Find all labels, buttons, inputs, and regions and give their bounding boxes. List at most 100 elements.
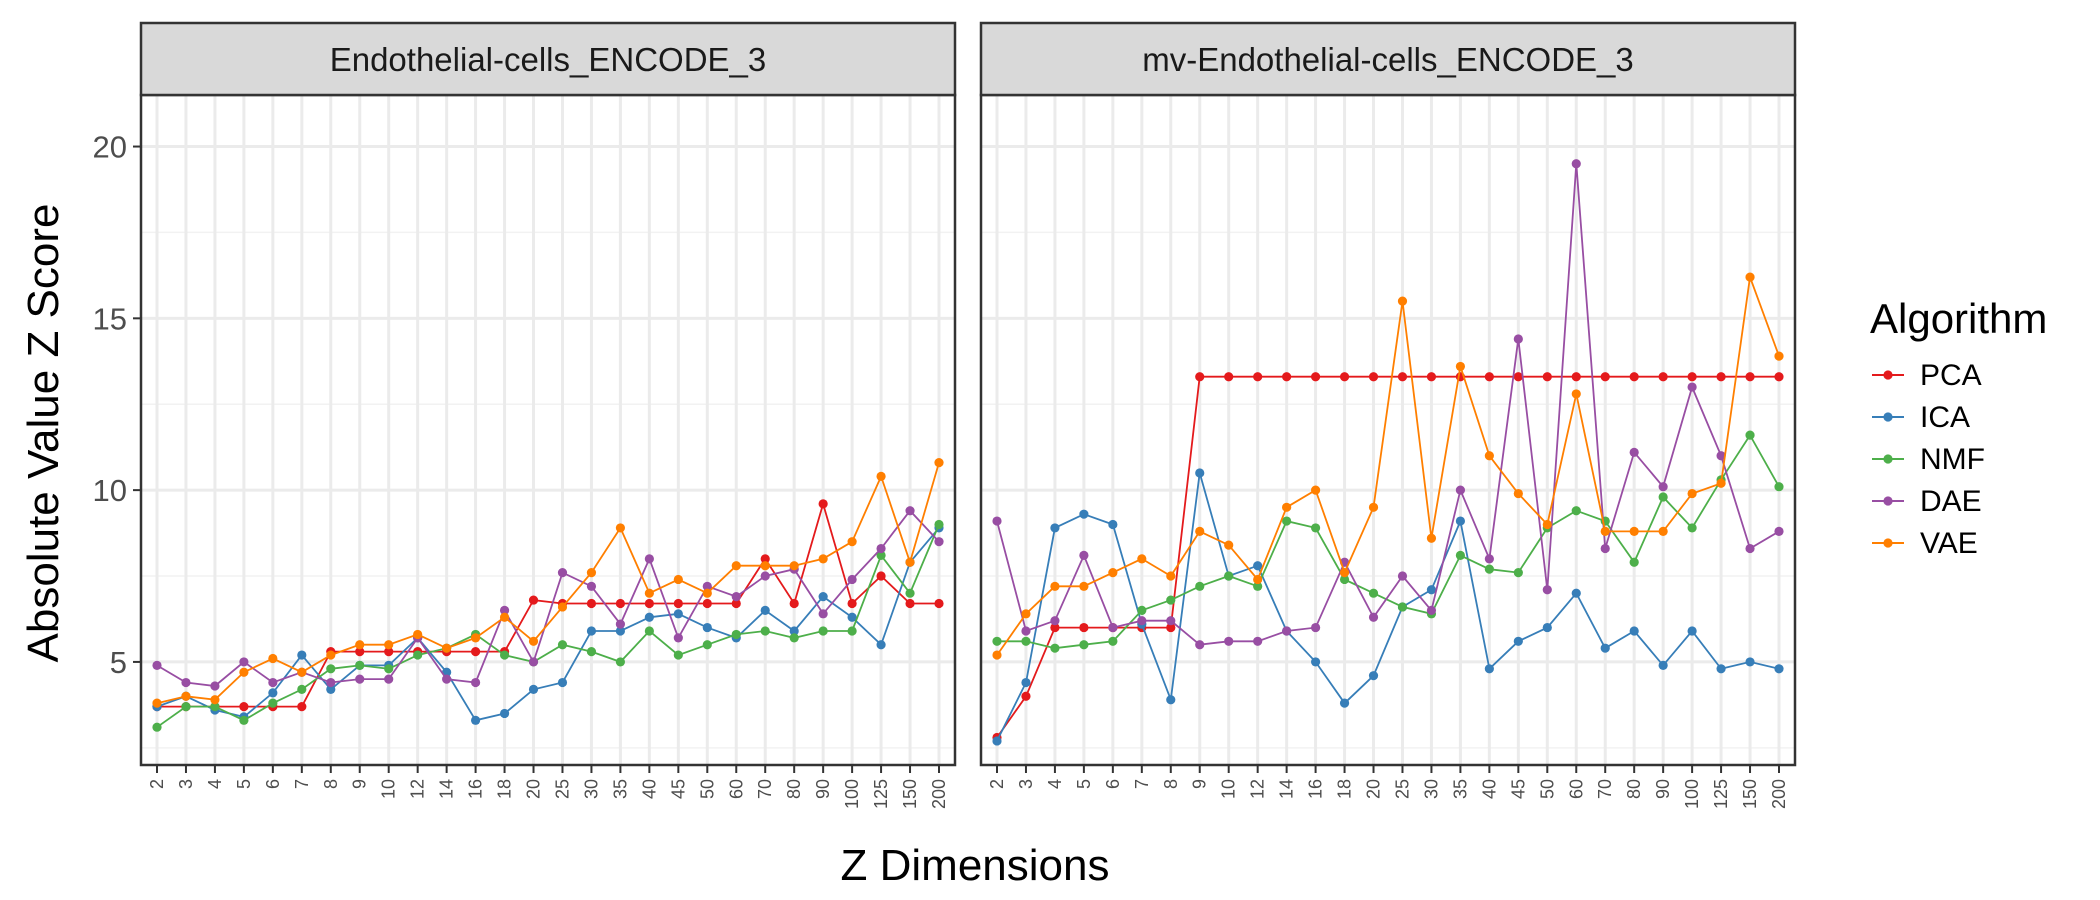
data-point-dae bbox=[442, 674, 452, 684]
data-point-pca bbox=[1397, 372, 1408, 382]
data-point-ica bbox=[789, 626, 799, 636]
data-point-pca bbox=[239, 701, 249, 712]
x-tick-label: 10 bbox=[379, 779, 399, 799]
x-tick-label: 12 bbox=[1248, 779, 1268, 799]
x-tick-label: 5 bbox=[1074, 779, 1094, 789]
x-tick-label: 150 bbox=[1740, 779, 1760, 809]
data-point-dae bbox=[1600, 543, 1610, 554]
data-point-vae bbox=[1542, 519, 1552, 530]
data-point-ica bbox=[1687, 626, 1697, 636]
data-point-dae bbox=[992, 516, 1002, 526]
data-point-vae bbox=[326, 650, 336, 660]
data-point-nmf bbox=[1745, 430, 1755, 440]
data-point-nmf bbox=[1079, 640, 1089, 650]
data-point-dae bbox=[1629, 447, 1639, 457]
data-point-dae bbox=[1774, 526, 1784, 536]
data-point-nmf bbox=[268, 698, 278, 708]
data-point-pca bbox=[1513, 372, 1523, 382]
data-point-vae bbox=[847, 537, 857, 547]
data-point-dae bbox=[1282, 626, 1292, 636]
data-point-nmf bbox=[1484, 564, 1494, 574]
data-point-nmf bbox=[499, 650, 510, 660]
data-point-dae bbox=[1166, 616, 1176, 626]
data-point-dae bbox=[499, 605, 510, 615]
x-tick-label: 7 bbox=[292, 779, 312, 789]
series-line-ica bbox=[996, 472, 1780, 742]
data-point-dae bbox=[384, 674, 394, 684]
data-point-vae bbox=[1079, 581, 1089, 591]
data-point-nmf bbox=[1339, 574, 1350, 585]
data-point-ica bbox=[992, 736, 1002, 746]
data-point-vae bbox=[1050, 581, 1060, 591]
data-point-ica bbox=[499, 708, 510, 719]
data-point-pca bbox=[586, 598, 597, 609]
data-point-dae bbox=[1426, 605, 1437, 615]
x-tick-label: 30 bbox=[581, 779, 601, 799]
data-point-dae bbox=[1137, 616, 1147, 626]
data-point-dae bbox=[760, 571, 770, 581]
x-tick-label: 18 bbox=[1335, 779, 1355, 799]
data-point-dae bbox=[1108, 622, 1118, 633]
data-point-ica bbox=[1774, 664, 1784, 674]
x-tick-label: 40 bbox=[1479, 779, 1499, 799]
data-point-vae bbox=[1513, 488, 1523, 499]
data-point-vae bbox=[1426, 533, 1437, 543]
data-point-dae bbox=[1397, 571, 1408, 581]
x-tick-label: 25 bbox=[1392, 779, 1412, 799]
data-point-pca bbox=[1571, 372, 1581, 382]
data-point-vae bbox=[1455, 361, 1466, 372]
data-point-nmf bbox=[1629, 557, 1639, 567]
data-point-pca bbox=[731, 598, 741, 609]
data-point-ica bbox=[1600, 643, 1610, 653]
series-dae bbox=[152, 506, 944, 691]
data-point-pca bbox=[1282, 372, 1292, 382]
data-point-nmf bbox=[1513, 567, 1523, 578]
data-point-dae bbox=[934, 537, 944, 547]
x-tick-label: 35 bbox=[610, 779, 630, 799]
data-point-pca bbox=[818, 499, 828, 509]
legend-entry-dae: DAE bbox=[1872, 485, 1982, 518]
data-point-vae bbox=[442, 643, 452, 653]
data-point-nmf bbox=[1166, 595, 1176, 605]
data-point-pca bbox=[1339, 372, 1350, 382]
data-point-vae bbox=[470, 633, 481, 643]
data-point-dae bbox=[1484, 554, 1494, 564]
data-point-pca bbox=[1542, 372, 1552, 382]
data-point-ica bbox=[557, 677, 568, 688]
data-point-vae bbox=[152, 698, 162, 708]
facet-strip bbox=[139, 21, 957, 97]
data-point-dae bbox=[1513, 334, 1523, 344]
data-point-vae bbox=[1224, 540, 1234, 550]
data-point-nmf bbox=[1774, 482, 1784, 492]
x-tick-label: 14 bbox=[437, 779, 457, 799]
data-point-nmf bbox=[1658, 492, 1668, 502]
series-line-ica bbox=[156, 527, 940, 722]
data-point-dae bbox=[673, 633, 683, 643]
data-point-vae bbox=[1600, 526, 1610, 536]
data-point-pca bbox=[789, 598, 799, 609]
data-point-pca bbox=[673, 598, 683, 609]
data-point-pca bbox=[1253, 372, 1263, 382]
data-point-ica bbox=[1513, 636, 1523, 646]
legend: Algorithm PCA ICA NMF DAE VAE bbox=[1870, 295, 2047, 560]
data-point-pca bbox=[355, 647, 365, 657]
data-point-vae bbox=[297, 667, 307, 677]
data-point-pca bbox=[1687, 372, 1697, 382]
data-point-dae bbox=[470, 677, 481, 688]
data-point-vae bbox=[1021, 609, 1031, 619]
data-point-ica bbox=[528, 684, 539, 695]
series-line-dae bbox=[996, 163, 1780, 646]
x-tick-label: 150 bbox=[900, 779, 920, 809]
data-point-vae bbox=[239, 667, 249, 677]
series-line-dae bbox=[156, 509, 940, 687]
y-tick-label: 15 bbox=[93, 301, 127, 336]
data-point-vae bbox=[1166, 571, 1176, 581]
data-point-vae bbox=[586, 567, 597, 578]
facet-panel-1: Endothelial-cells_ENCODE_32 3 4 5 6 7 8 9 10 12 14… bbox=[93, 21, 957, 809]
data-point-vae bbox=[355, 640, 365, 650]
data-point-nmf bbox=[1050, 643, 1060, 653]
data-point-nmf bbox=[905, 588, 915, 598]
data-point-nmf bbox=[239, 715, 249, 725]
x-tick-label: 5 bbox=[234, 779, 254, 789]
